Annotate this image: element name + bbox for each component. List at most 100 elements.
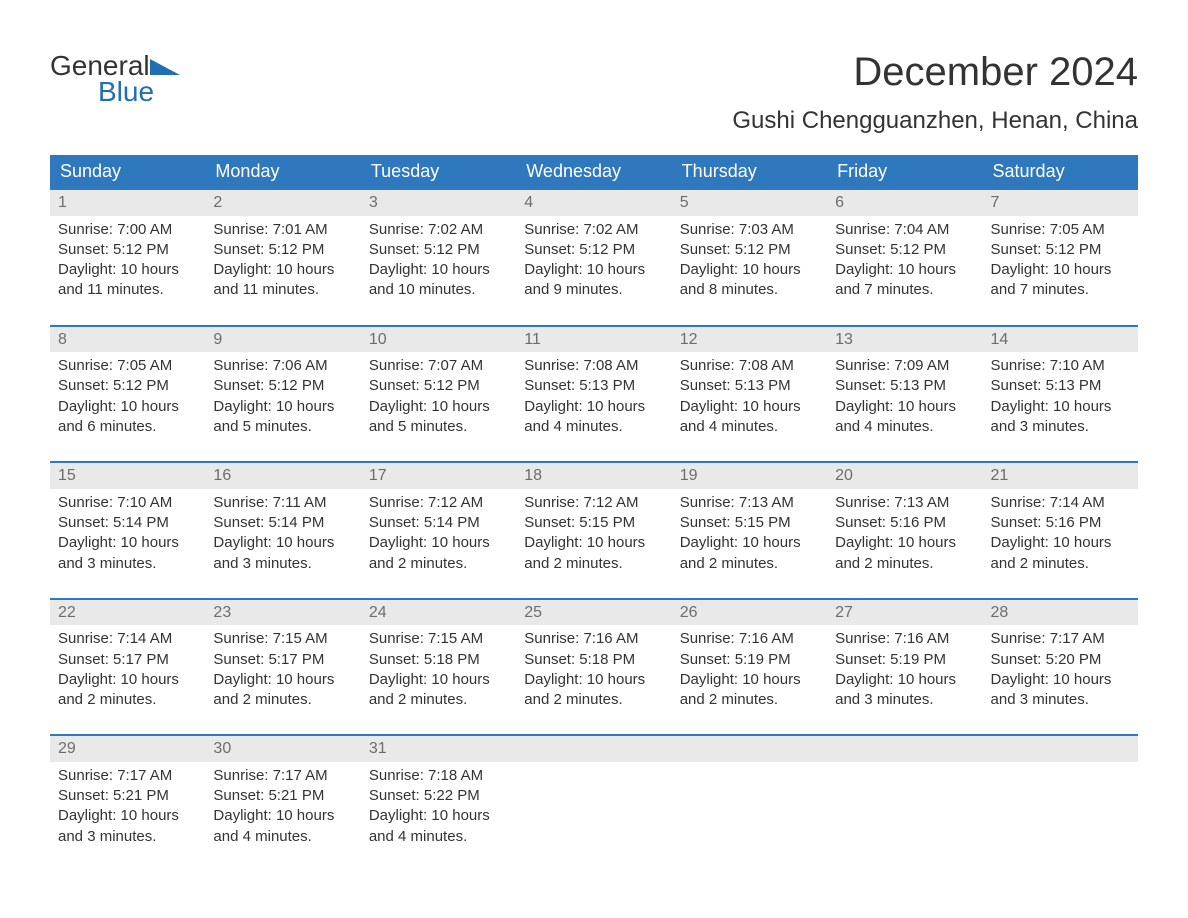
daylight-line-2: and 4 minutes. xyxy=(524,417,663,437)
sunset-line: Sunset: 5:14 PM xyxy=(58,513,197,533)
sunset-line: Sunset: 5:12 PM xyxy=(680,240,819,260)
day-body: Sunrise: 7:07 AMSunset: 5:12 PMDaylight:… xyxy=(369,356,508,437)
sunset-line: Sunset: 5:12 PM xyxy=(213,240,352,260)
day-number: 22 xyxy=(50,600,205,626)
sunset-line: Sunset: 5:12 PM xyxy=(213,376,352,396)
day-number: 19 xyxy=(672,463,827,489)
calendar-cell: 18Sunrise: 7:12 AMSunset: 5:15 PMDayligh… xyxy=(516,463,671,580)
day-number: 24 xyxy=(361,600,516,626)
brand-name-2: Blue xyxy=(98,76,154,108)
daylight-line-1: Daylight: 10 hours xyxy=(680,397,819,417)
daylight-line-1: Daylight: 10 hours xyxy=(524,670,663,690)
sunset-line: Sunset: 5:14 PM xyxy=(369,513,508,533)
sunset-line: Sunset: 5:18 PM xyxy=(369,650,508,670)
calendar-cell: 7Sunrise: 7:05 AMSunset: 5:12 PMDaylight… xyxy=(983,190,1138,307)
day-body: Sunrise: 7:14 AMSunset: 5:17 PMDaylight:… xyxy=(58,629,197,710)
day-number: 3 xyxy=(361,190,516,216)
daylight-line-1: Daylight: 10 hours xyxy=(369,670,508,690)
sunrise-line: Sunrise: 7:04 AM xyxy=(835,220,974,240)
calendar-cell: 17Sunrise: 7:12 AMSunset: 5:14 PMDayligh… xyxy=(361,463,516,580)
daylight-line-2: and 11 minutes. xyxy=(58,280,197,300)
sunrise-line: Sunrise: 7:03 AM xyxy=(680,220,819,240)
sunrise-line: Sunrise: 7:13 AM xyxy=(680,493,819,513)
day-body: Sunrise: 7:16 AMSunset: 5:19 PMDaylight:… xyxy=(835,629,974,710)
calendar-cell: 24Sunrise: 7:15 AMSunset: 5:18 PMDayligh… xyxy=(361,600,516,717)
daylight-line-2: and 2 minutes. xyxy=(213,690,352,710)
calendar-cell: 22 Sunrise: 7:14 AMSunset: 5:17 PMDayligh… xyxy=(50,600,205,717)
sunset-line: Sunset: 5:18 PM xyxy=(524,650,663,670)
day-body: Sunrise: 7:03 AMSunset: 5:12 PMDaylight:… xyxy=(680,220,819,301)
day-body: Sunrise: 7:05 AMSunset: 5:12 PMDaylight:… xyxy=(991,220,1130,301)
day-body: Sunrise: 7:15 AMSunset: 5:17 PMDaylight:… xyxy=(213,629,352,710)
calendar-cell: 13Sunrise: 7:09 AMSunset: 5:13 PMDayligh… xyxy=(827,327,982,444)
day-body: Sunrise: 7:12 AMSunset: 5:15 PMDaylight:… xyxy=(524,493,663,574)
daylight-line-2: and 9 minutes. xyxy=(524,280,663,300)
day-body: Sunrise: 7:10 AMSunset: 5:14 PMDaylight:… xyxy=(58,493,197,574)
day-body: Sunrise: 7:08 AMSunset: 5:13 PMDaylight:… xyxy=(524,356,663,437)
day-number: 1 xyxy=(50,190,205,216)
calendar-cell: 11 Sunrise: 7:08 AMSunset: 5:13 PMDayligh… xyxy=(516,327,671,444)
daylight-line-2: and 2 minutes. xyxy=(680,554,819,574)
sunset-line: Sunset: 5:13 PM xyxy=(991,376,1130,396)
day-number xyxy=(516,736,671,762)
sunrise-line: Sunrise: 7:08 AM xyxy=(680,356,819,376)
day-body: Sunrise: 7:16 AMSunset: 5:18 PMDaylight:… xyxy=(524,629,663,710)
sunrise-line: Sunrise: 7:17 AM xyxy=(58,766,197,786)
calendar-week: 29Sunrise: 7:17 AMSunset: 5:21 PMDayligh… xyxy=(50,734,1138,853)
day-body: Sunrise: 7:09 AMSunset: 5:13 PMDaylight:… xyxy=(835,356,974,437)
daylight-line-2: and 3 minutes. xyxy=(58,554,197,574)
daylight-line-1: Daylight: 10 hours xyxy=(369,533,508,553)
page-title: December 2024 xyxy=(732,50,1138,95)
day-number: 9 xyxy=(205,327,360,353)
sunrise-line: Sunrise: 7:00 AM xyxy=(58,220,197,240)
calendar-cell: 2Sunrise: 7:01 AMSunset: 5:12 PMDaylight… xyxy=(205,190,360,307)
daylight-line-1: Daylight: 10 hours xyxy=(58,806,197,826)
day-number xyxy=(672,736,827,762)
calendar-cell: 19Sunrise: 7:13 AMSunset: 5:15 PMDayligh… xyxy=(672,463,827,580)
day-number: 14 xyxy=(983,327,1138,353)
daylight-line-2: and 2 minutes. xyxy=(680,690,819,710)
daylight-line-1: Daylight: 10 hours xyxy=(58,397,197,417)
daylight-line-2: and 3 minutes. xyxy=(213,554,352,574)
calendar-week: 8Sunrise: 7:05 AMSunset: 5:12 PMDaylight… xyxy=(50,325,1138,444)
weekday-header: Tuesday xyxy=(361,155,516,188)
day-number: 25 xyxy=(516,600,671,626)
day-number: 20 xyxy=(827,463,982,489)
sunset-line: Sunset: 5:15 PM xyxy=(680,513,819,533)
daylight-line-1: Daylight: 10 hours xyxy=(213,397,352,417)
day-body: Sunrise: 7:04 AMSunset: 5:12 PMDaylight:… xyxy=(835,220,974,301)
daylight-line-2: and 10 minutes. xyxy=(369,280,508,300)
day-number xyxy=(827,736,982,762)
sunset-line: Sunset: 5:21 PM xyxy=(213,786,352,806)
day-body: Sunrise: 7:11 AMSunset: 5:14 PMDaylight:… xyxy=(213,493,352,574)
sunset-line: Sunset: 5:12 PM xyxy=(58,376,197,396)
sunrise-line: Sunrise: 7:10 AM xyxy=(991,356,1130,376)
sunrise-line: Sunrise: 7:12 AM xyxy=(524,493,663,513)
sunrise-line: Sunrise: 7:10 AM xyxy=(58,493,197,513)
sunrise-line: Sunrise: 7:08 AM xyxy=(524,356,663,376)
calendar-cell: 5Sunrise: 7:03 AMSunset: 5:12 PMDaylight… xyxy=(672,190,827,307)
day-number: 28 xyxy=(983,600,1138,626)
day-body: Sunrise: 7:10 AMSunset: 5:13 PMDaylight:… xyxy=(991,356,1130,437)
day-number: 16 xyxy=(205,463,360,489)
day-body: Sunrise: 7:05 AMSunset: 5:12 PMDaylight:… xyxy=(58,356,197,437)
day-body: Sunrise: 7:14 AMSunset: 5:16 PMDaylight:… xyxy=(991,493,1130,574)
day-number: 31 xyxy=(361,736,516,762)
sunset-line: Sunset: 5:17 PM xyxy=(58,650,197,670)
daylight-line-1: Daylight: 10 hours xyxy=(58,260,197,280)
day-number: 11 xyxy=(516,327,671,353)
day-number: 12 xyxy=(672,327,827,353)
daylight-line-2: and 5 minutes. xyxy=(213,417,352,437)
sunset-line: Sunset: 5:13 PM xyxy=(835,376,974,396)
weekday-header: Monday xyxy=(205,155,360,188)
day-number: 17 xyxy=(361,463,516,489)
day-body: Sunrise: 7:01 AMSunset: 5:12 PMDaylight:… xyxy=(213,220,352,301)
header: General Blue December 2024 Gushi Chenggu… xyxy=(50,50,1138,147)
daylight-line-1: Daylight: 10 hours xyxy=(524,397,663,417)
daylight-line-2: and 3 minutes. xyxy=(991,417,1130,437)
sunset-line: Sunset: 5:16 PM xyxy=(991,513,1130,533)
daylight-line-1: Daylight: 10 hours xyxy=(835,397,974,417)
daylight-line-2: and 5 minutes. xyxy=(369,417,508,437)
day-body: Sunrise: 7:13 AMSunset: 5:16 PMDaylight:… xyxy=(835,493,974,574)
daylight-line-1: Daylight: 10 hours xyxy=(835,533,974,553)
